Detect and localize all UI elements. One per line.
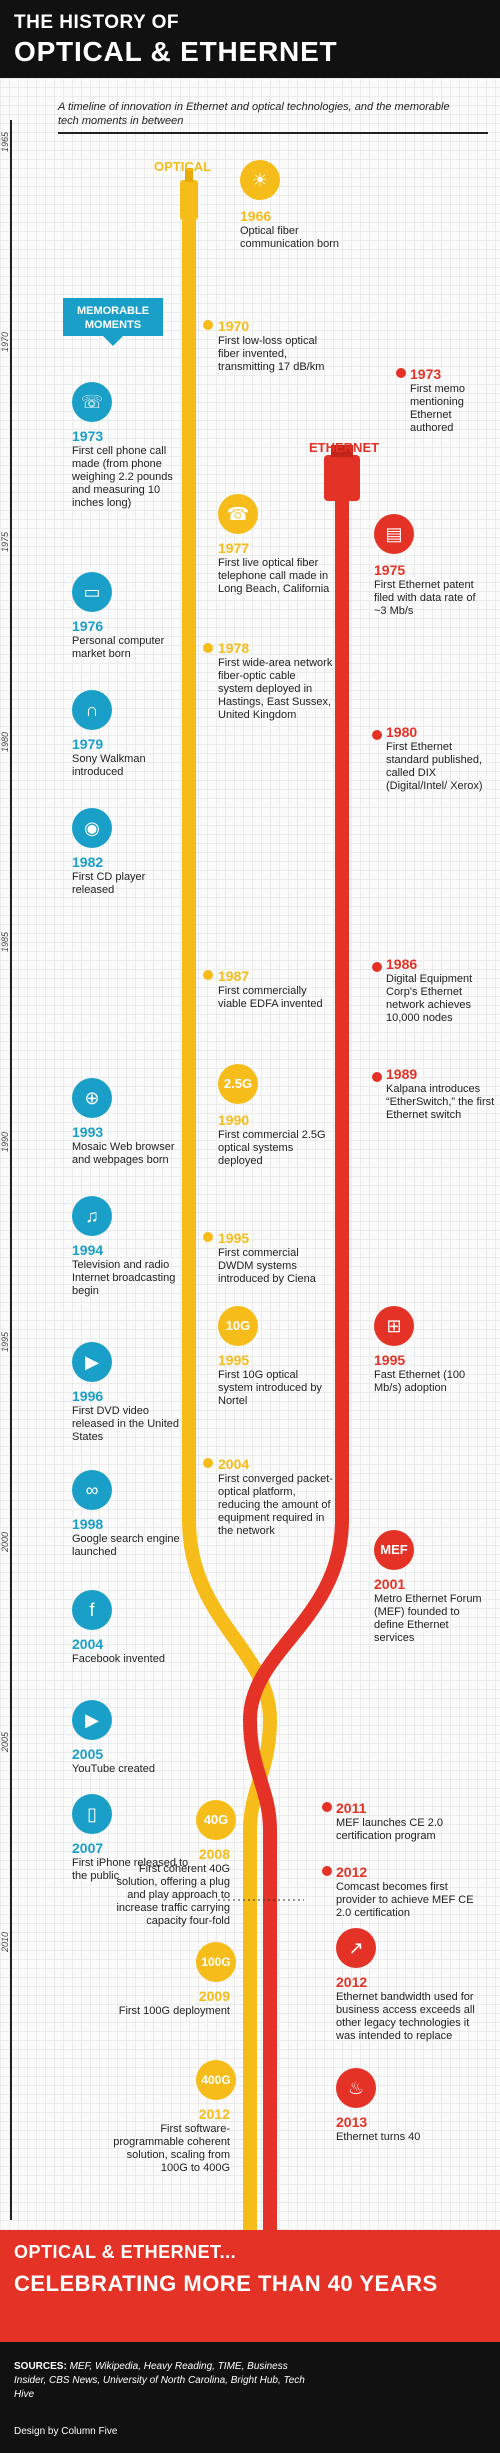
badge-10g: 10G	[218, 1306, 258, 1346]
memorable-event-1976: 1976 Personal computer market born	[72, 618, 165, 660]
memorable-event-2007: 2007 First iPhone released to the public	[72, 1840, 189, 1882]
memorable-moments-label: MEMORABLE MOMENTS	[63, 298, 163, 336]
ethernet-event-2013: 2013 Ethernet turns 40	[336, 2114, 421, 2143]
headphones-icon: ∩	[72, 690, 112, 730]
ethernet-event-2011: 2011 MEF launches CE 2.0 certification pr…	[336, 1800, 443, 1842]
optical-marker	[203, 643, 213, 653]
celebration-banner: OPTICAL & ETHERNET... CELEBRATING MORE T…	[0, 2230, 500, 2342]
design-credit: Design by Column Five	[14, 2426, 118, 2437]
memorable-event-2004: 2004 Facebook invented	[72, 1636, 165, 1665]
title-small: THE HISTORY OF	[14, 12, 180, 33]
banner-line-1: OPTICAL & ETHERNET...	[14, 2242, 237, 2262]
mef-badge: MEF	[374, 1530, 414, 1570]
computer-icon: ▭	[72, 572, 112, 612]
optical-event-2009: 2009 First 100G deployment	[118, 1988, 230, 2017]
ethernet-event-2012-bandwidth: 2012 Ethernet bandwidth used for business…	[336, 1974, 475, 2042]
telephone-icon: ☎	[218, 494, 258, 534]
optical-event-1970: 1970 First low-loss optical fiber invente…	[218, 318, 325, 373]
header: THE HISTORY OF OPTICAL & ETHERNET	[0, 0, 500, 78]
globe-icon: ⊕	[72, 1078, 112, 1118]
badge-40g: 40G	[196, 1800, 236, 1840]
optical-label: OPTICAL	[154, 159, 212, 174]
ethernet-connector-tip	[331, 445, 353, 457]
intro-divider	[58, 132, 488, 134]
optical-connector	[180, 180, 198, 220]
memorable-event-1993: 1993 Mosaic Web browser and webpages born	[72, 1124, 175, 1166]
optical-event-1987: 1987 First commercially viable EDFA inven…	[218, 968, 323, 1010]
cd-icon: ◉	[72, 808, 112, 848]
sources-text: SOURCES: MEF, Wikipedia, Heavy Reading, …	[14, 2360, 314, 2402]
optical-event-2004: 2004 First converged packet-optical platf…	[218, 1456, 333, 1537]
memorable-event-1994: 1994 Television and radio Internet broadc…	[72, 1242, 176, 1297]
ethernet-marker	[322, 1866, 332, 1876]
sources-list: MEF, Wikipedia, Heavy Reading, TIME, Bus…	[14, 2361, 305, 2400]
optical-event-1995-dwdm: 1995 First commercial DWDM systems introd…	[218, 1230, 316, 1285]
ethernet-marker	[322, 1802, 332, 1812]
badge-2-5g: 2.5G	[218, 1064, 258, 1104]
banner-line-2: CELEBRATING MORE THAN 40 YEARS	[14, 2271, 438, 2296]
ethernet-marker	[396, 368, 406, 378]
facebook-icon: f	[72, 1590, 112, 1630]
title-large: OPTICAL & ETHERNET	[14, 36, 338, 67]
ethernet-event-1973: 1973 First memo mentioning Ethernet autho…	[410, 366, 465, 434]
ethernet-event-1995: 1995 Fast Ethernet (100 Mb/s) adoption	[374, 1352, 466, 1394]
birthday-cake-icon: ♨	[336, 2068, 376, 2108]
cell-phone-icon: ☏	[72, 382, 112, 422]
optical-marker	[203, 320, 213, 330]
sources-footer: SOURCES: MEF, Wikipedia, Heavy Reading, …	[0, 2342, 500, 2453]
memorable-event-2005: 2005 YouTube created	[72, 1746, 155, 1775]
optical-event-1977: 1977 First live optical fiber telephone c…	[218, 540, 330, 595]
ethernet-event-2012-comcast: 2012 Comcast becomes first provider to ac…	[336, 1864, 474, 1919]
optical-marker	[203, 1232, 213, 1242]
optical-event-1978: 1978 First wide-area network fiber-optic …	[218, 640, 333, 721]
growth-chart-icon: ↗	[336, 1928, 376, 1968]
ethernet-connector	[324, 455, 360, 501]
light-bulb-icon: ☀	[240, 160, 280, 200]
play-icon: ▶	[72, 1342, 112, 1382]
ethernet-cable	[242, 500, 349, 2230]
optical-connector-tip	[185, 168, 193, 182]
ethernet-event-1989: 1989 Kalpana introduces “EtherSwitch,” th…	[386, 1066, 495, 1121]
network-switch-icon: ⊞	[374, 1306, 414, 1346]
sources-label: SOURCES:	[14, 2361, 67, 2372]
memorable-event-1979: 1979 Sony Walkman introduced	[72, 736, 146, 778]
intro-text: A timeline of innovation in Ethernet and…	[58, 101, 450, 127]
optical-marker	[203, 970, 213, 980]
memorable-event-1982: 1982 First CD player released	[72, 854, 146, 896]
optical-event-1995-10g: 1995 First 10G optical system introduced …	[218, 1352, 322, 1407]
badge-400g: 400G	[196, 2060, 236, 2100]
optical-event-2008: 2008 First coherent 40G solution, offerin…	[116, 1846, 230, 1927]
memorable-event-1996: 1996 First DVD video released in the Unit…	[72, 1388, 180, 1443]
optical-event-1990: 1990 First commercial 2.5G optical system…	[218, 1112, 326, 1167]
ethernet-event-2001: 2001 Metro Ethernet Forum (MEF) founded t…	[374, 1576, 482, 1644]
document-icon: ▤	[374, 514, 414, 554]
year-ruler	[10, 120, 12, 2220]
badge-100g: 100G	[196, 1942, 236, 1982]
ethernet-marker	[372, 730, 382, 740]
memorable-event-1998: 1998 Google search engine launched	[72, 1516, 180, 1558]
ethernet-event-1975: 1975 First Ethernet patent filed with dat…	[374, 562, 476, 617]
optical-cable	[182, 220, 278, 2230]
youtube-icon: ▶	[72, 1700, 112, 1740]
ethernet-marker	[372, 1072, 382, 1082]
memorable-event-1973: 1973 First cell phone call made (from pho…	[72, 428, 173, 509]
smartphone-icon: ▯	[72, 1794, 112, 1834]
optical-event-1966: 1966 Optical fiber communication born	[240, 208, 340, 250]
memorable-moments-pointer	[103, 336, 123, 346]
ethernet-event-1986: 1986 Digital Equipment Corp's Ethernet ne…	[386, 956, 473, 1024]
music-note-icon: ♫	[72, 1196, 112, 1236]
cable-lines	[180, 168, 360, 2230]
optical-event-2012: 2012 First software-programmable coherent…	[113, 2106, 230, 2174]
ethernet-marker	[372, 962, 382, 972]
optical-marker	[203, 1458, 213, 1468]
ethernet-event-1980: 1980 First Ethernet standard published, c…	[386, 724, 483, 792]
ethernet-label: ETHERNET	[309, 440, 380, 455]
binoculars-icon: ∞	[72, 1470, 112, 1510]
